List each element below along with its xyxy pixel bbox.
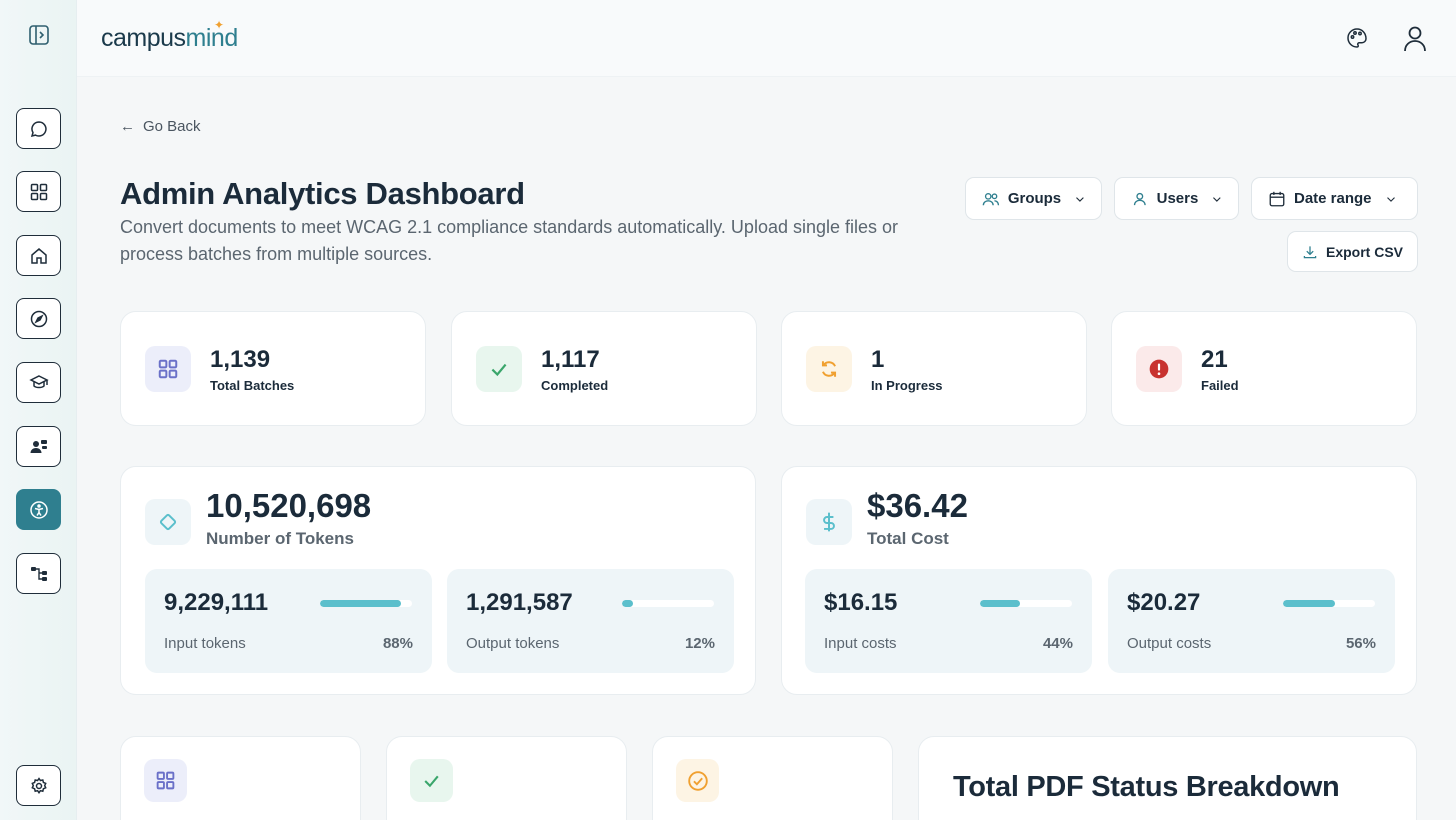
check-circle-icon <box>676 759 719 802</box>
stat-card-total-batches: 1,139 Total Batches <box>120 311 426 426</box>
user-speech-icon <box>30 439 47 453</box>
stat-label: Completed <box>541 378 609 393</box>
output-tokens-value: 1,291,587 <box>466 589 573 616</box>
output-costs-percent: 56% <box>1345 635 1376 652</box>
lower-card-verified <box>652 736 893 820</box>
explore-button[interactable] <box>16 298 61 339</box>
refresh-icon <box>806 346 852 392</box>
compass-icon <box>30 310 47 327</box>
input-tokens-bar <box>320 600 412 607</box>
output-costs-bar-fill <box>1283 600 1335 607</box>
input-costs-panel: $16.15 Input costs 44% <box>805 569 1092 673</box>
sidebar <box>0 0 77 820</box>
download-icon <box>1303 245 1317 258</box>
chat-icon <box>30 120 47 137</box>
tokens-total: 10,520,698 <box>206 487 372 524</box>
user-icon <box>1404 26 1426 52</box>
courses-button[interactable] <box>16 362 61 403</box>
output-tokens-bar-fill <box>622 600 634 607</box>
input-tokens-label: Input tokens <box>164 635 246 652</box>
settings-button[interactable] <box>16 765 61 806</box>
sidebar-toggle-icon[interactable] <box>28 24 50 46</box>
top-bar: campusmind ✦ <box>77 0 1456 77</box>
input-tokens-value: 9,229,111 <box>164 589 269 616</box>
tokens-card: 10,520,698 Number of Tokens 9,229,111 In… <box>120 466 756 695</box>
page-title: Admin Analytics Dashboard <box>120 176 525 211</box>
logo[interactable]: campusmind ✦ <box>101 18 238 52</box>
output-costs-bar <box>1283 600 1375 607</box>
chat-button[interactable] <box>16 108 61 149</box>
chevron-down-icon <box>1076 196 1084 202</box>
graduation-cap-icon <box>28 374 49 388</box>
output-tokens-label: Output tokens <box>466 635 560 652</box>
output-costs-label: Output costs <box>1127 635 1212 652</box>
apps-button[interactable] <box>16 171 61 212</box>
stat-card-in-progress: 1 In Progress <box>781 311 1087 426</box>
stat-value: 21 <box>1201 346 1228 373</box>
input-tokens-percent: 88% <box>382 635 413 652</box>
lower-card-completed <box>386 736 627 820</box>
arrow-left-icon: ← <box>120 118 135 135</box>
output-costs-value: $20.27 <box>1127 589 1201 616</box>
palette-icon <box>1347 28 1367 48</box>
theme-button[interactable] <box>1341 22 1373 54</box>
home-icon <box>30 247 47 264</box>
grid-icon <box>144 759 187 802</box>
stat-card-failed: 21 Failed <box>1111 311 1417 426</box>
input-costs-bar <box>980 600 1072 607</box>
output-tokens-percent: 12% <box>684 635 715 652</box>
home-button[interactable] <box>16 235 61 276</box>
go-back-link[interactable]: ← Go Back <box>120 118 201 135</box>
alert-icon <box>1136 346 1182 392</box>
user-icon <box>1133 192 1146 205</box>
input-costs-label: Input costs <box>824 635 897 652</box>
date-range-filter[interactable]: Date range <box>1251 177 1418 220</box>
output-costs-panel: $20.27 Output costs 56% <box>1108 569 1395 673</box>
lower-card-batches <box>120 736 361 820</box>
cost-total: $36.42 <box>867 487 968 524</box>
check-icon <box>476 346 522 392</box>
stat-label: Failed <box>1201 378 1239 393</box>
tokens-label: Number of Tokens <box>206 529 354 548</box>
users-button[interactable] <box>16 426 61 467</box>
workflow-button[interactable] <box>16 553 61 594</box>
page-description: Convert documents to meet WCAG 2.1 compl… <box>120 217 899 264</box>
grid-icon <box>30 183 47 200</box>
dollar-icon <box>806 499 852 545</box>
accessibility-icon <box>29 500 48 519</box>
workflow-icon <box>30 566 47 581</box>
stat-value: 1,117 <box>541 346 600 373</box>
cost-card: $36.42 Total Cost $16.15 Input costs 44%… <box>781 466 1417 695</box>
grid-icon <box>145 346 191 392</box>
output-tokens-bar <box>622 600 714 607</box>
check-icon <box>410 759 453 802</box>
stat-label: In Progress <box>871 378 943 393</box>
users-icon <box>982 192 1000 205</box>
breakdown-title: Total PDF Status Breakdown <box>953 771 1340 803</box>
chevron-down-icon <box>1386 196 1395 202</box>
stat-card-completed: 1,117 Completed <box>451 311 757 426</box>
input-tokens-bar-fill <box>320 600 401 607</box>
chevron-down-icon <box>1213 196 1221 202</box>
cost-label: Total Cost <box>867 529 949 548</box>
input-tokens-panel: 9,229,111 Input tokens 88% <box>145 569 432 673</box>
stat-value: 1,139 <box>210 346 271 373</box>
diamond-icon <box>145 499 191 545</box>
gear-icon <box>30 776 47 794</box>
calendar-icon <box>1269 191 1285 206</box>
input-costs-value: $16.15 <box>824 589 898 616</box>
groups-filter[interactable]: Groups <box>965 177 1102 220</box>
stat-value: 1 <box>871 346 885 373</box>
profile-button[interactable] <box>1399 22 1431 54</box>
export-csv-button[interactable]: Export CSV <box>1287 231 1418 272</box>
stat-label: Total Batches <box>210 378 295 393</box>
accessibility-button[interactable] <box>16 489 61 530</box>
output-tokens-panel: 1,291,587 Output tokens 12% <box>447 569 734 673</box>
spark-icon: ✦ <box>214 18 224 32</box>
input-costs-percent: 44% <box>1042 635 1073 652</box>
pdf-status-breakdown-card: Total PDF Status Breakdown <box>918 736 1417 820</box>
input-costs-bar-fill <box>980 600 1021 607</box>
users-filter[interactable]: Users <box>1114 177 1239 220</box>
